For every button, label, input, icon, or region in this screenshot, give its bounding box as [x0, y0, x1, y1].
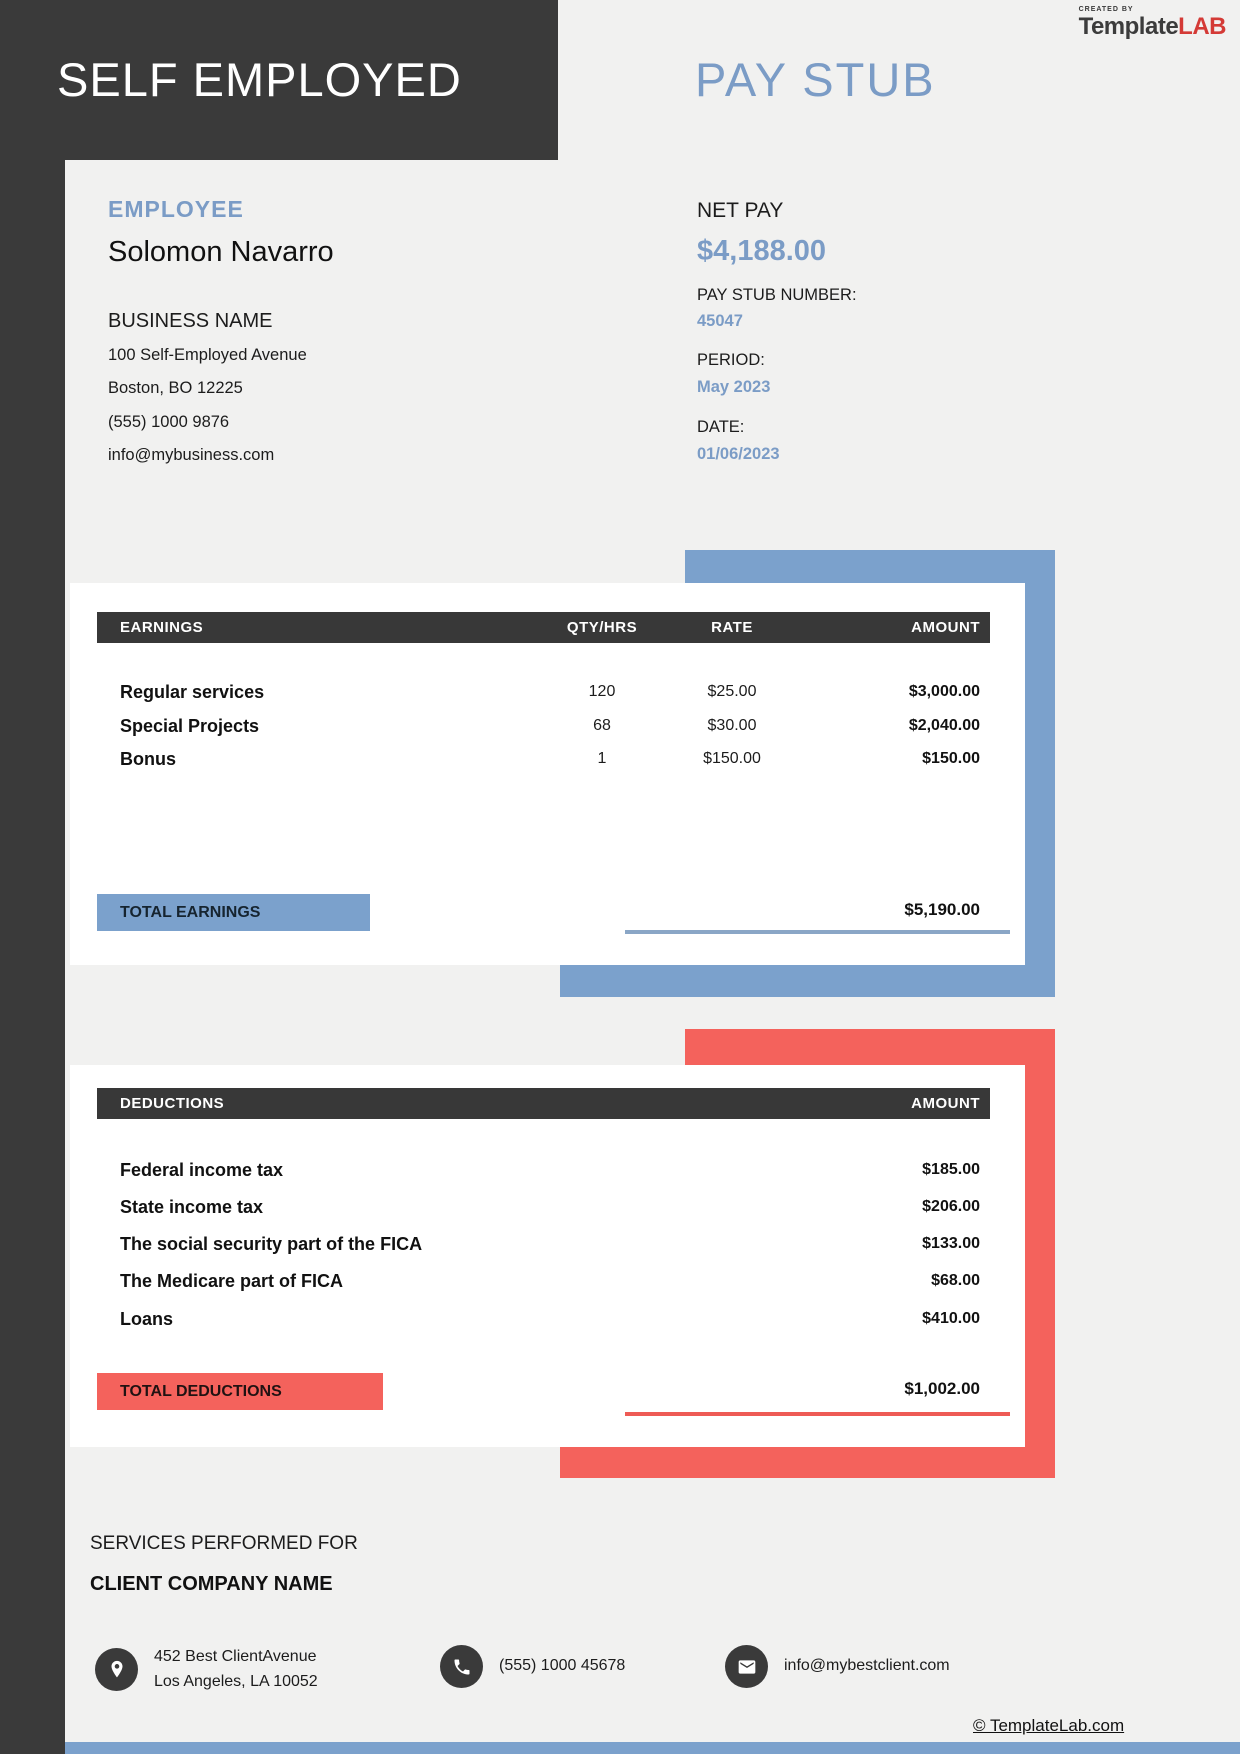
client-email: info@mybestclient.com: [784, 1657, 950, 1675]
location-pin-icon: [95, 1648, 138, 1692]
bottom-accent-bar: [65, 1742, 1240, 1754]
earnings-row-rate: $25.00: [707, 683, 757, 700]
business-address-line1: 100 Self-Employed Avenue: [108, 346, 307, 364]
earnings-row: Bonus 1 $150.00 $150.00: [97, 742, 990, 776]
earnings-header-amount: AMOUNT: [911, 619, 980, 636]
total-deductions-amount: $1,002.00: [904, 1379, 980, 1398]
earnings-table-header: EARNINGS QTY/HRS RATE AMOUNT: [97, 612, 990, 643]
deductions-row-amount: $410.00: [922, 1310, 980, 1327]
client-phone-item: (555) 1000 45678: [440, 1645, 625, 1688]
earnings-row-rate: $30.00: [707, 717, 757, 734]
earnings-header-qty: QTY/HRS: [566, 619, 638, 636]
total-earnings-amount: $5,190.00: [904, 900, 980, 919]
deductions-card: DEDUCTIONS AMOUNT Federal income tax $18…: [70, 1065, 1025, 1447]
logo-template-text: Template: [1078, 13, 1179, 40]
doc-type-title: SELF EMPLOYED: [57, 53, 462, 106]
business-name: BUSINESS NAME: [108, 310, 273, 332]
deductions-header-name: DEDUCTIONS: [120, 1095, 225, 1112]
copyright-link[interactable]: © TemplateLab.com: [973, 1716, 1125, 1735]
pay-stub-number-value: 45047: [697, 312, 743, 330]
client-phone: (555) 1000 45678: [499, 1657, 626, 1675]
templatelab-logo: CREATED BY TemplateLAB: [1078, 6, 1227, 40]
deductions-row: Loans $410.00: [97, 1304, 990, 1334]
envelope-icon: [725, 1645, 768, 1688]
earnings-row-amount: $150.00: [922, 750, 980, 767]
deductions-row-label: State income tax: [120, 1196, 264, 1217]
earnings-row-label: Regular services: [120, 681, 265, 702]
logo-created-by: CREATED BY: [1078, 6, 1134, 13]
total-deductions-underline: [625, 1412, 1010, 1416]
doc-title: PAY STUB: [695, 53, 936, 106]
earnings-row-qty: 68: [593, 717, 611, 734]
earnings-row-rate: $150.00: [703, 750, 761, 767]
client-company-name: CLIENT COMPANY NAME: [90, 1573, 333, 1595]
services-performed-label: SERVICES PERFORMED FOR: [90, 1533, 358, 1554]
earnings-accent-strip: [560, 965, 685, 997]
earnings-row-qty: 120: [588, 683, 616, 700]
client-address-item: 452 Best ClientAvenue Los Angeles, LA 10…: [95, 1645, 318, 1695]
period-value: May 2023: [697, 378, 771, 396]
deductions-row-amount: $206.00: [922, 1198, 980, 1215]
deductions-row-label: The Medicare part of FICA: [120, 1270, 344, 1291]
earnings-row: Regular services 120 $25.00 $3,000.00: [97, 675, 990, 709]
left-accent-strip: [0, 0, 65, 1754]
earnings-header-name: EARNINGS: [120, 619, 204, 636]
earnings-row-amount: $2,040.00: [908, 717, 980, 734]
deductions-row-label: Loans: [120, 1308, 174, 1329]
deductions-header-amount: AMOUNT: [911, 1095, 980, 1112]
business-address-line2: Boston, BO 12225: [108, 379, 243, 397]
earnings-row: Special Projects 68 $30.00 $2,040.00: [97, 709, 990, 743]
deductions-row: State income tax $206.00: [97, 1192, 990, 1222]
employee-name: Solomon Navarro: [108, 236, 334, 268]
deductions-table-header: DEDUCTIONS AMOUNT: [97, 1088, 990, 1119]
net-pay-label: NET PAY: [697, 199, 784, 222]
logo-lab-text: LAB: [1178, 13, 1226, 40]
client-email-item: info@mybestclient.com: [725, 1645, 950, 1688]
pay-stub-number-label: PAY STUB NUMBER:: [697, 286, 857, 304]
earnings-row-qty: 1: [597, 750, 607, 767]
earnings-card: EARNINGS QTY/HRS RATE AMOUNT Regular ser…: [70, 583, 1025, 965]
business-phone: (555) 1000 9876: [108, 413, 230, 431]
date-value: 01/06/2023: [697, 445, 780, 463]
total-earnings-label: TOTAL EARNINGS: [120, 903, 261, 921]
earnings-row-label: Special Projects: [120, 715, 260, 736]
period-label: PERIOD:: [697, 351, 765, 369]
header-dark-block: [0, 0, 558, 160]
business-email: info@mybusiness.com: [108, 446, 275, 464]
net-pay-value: $4,188.00: [697, 235, 827, 267]
date-label: DATE:: [697, 418, 745, 436]
deductions-row-label: The social security part of the FICA: [120, 1233, 423, 1254]
earnings-row-amount: $3,000.00: [908, 683, 980, 700]
client-address-line2: Los Angeles, LA 10052: [154, 1672, 318, 1690]
total-earnings-underline: [625, 930, 1010, 934]
deductions-row: Federal income tax $185.00: [97, 1155, 990, 1185]
total-deductions-bar: TOTAL DEDUCTIONS: [97, 1373, 383, 1410]
deductions-row-label: Federal income tax: [120, 1159, 284, 1180]
phone-icon: [440, 1645, 483, 1688]
earnings-row-label: Bonus: [120, 748, 176, 769]
total-deductions-label: TOTAL DEDUCTIONS: [120, 1382, 282, 1400]
deductions-row-amount: $133.00: [922, 1235, 980, 1252]
deductions-row: The social security part of the FICA $13…: [97, 1229, 990, 1259]
client-address-line1: 452 Best ClientAvenue: [154, 1648, 317, 1665]
deductions-row-amount: $185.00: [922, 1161, 980, 1178]
deductions-row: The Medicare part of FICA $68.00: [97, 1266, 990, 1296]
earnings-header-rate: RATE: [711, 619, 753, 636]
employee-section-label: EMPLOYEE: [108, 196, 244, 222]
total-earnings-bar: TOTAL EARNINGS: [97, 894, 370, 931]
deductions-accent-strip: [560, 1447, 1055, 1478]
deductions-row-amount: $68.00: [931, 1272, 980, 1289]
